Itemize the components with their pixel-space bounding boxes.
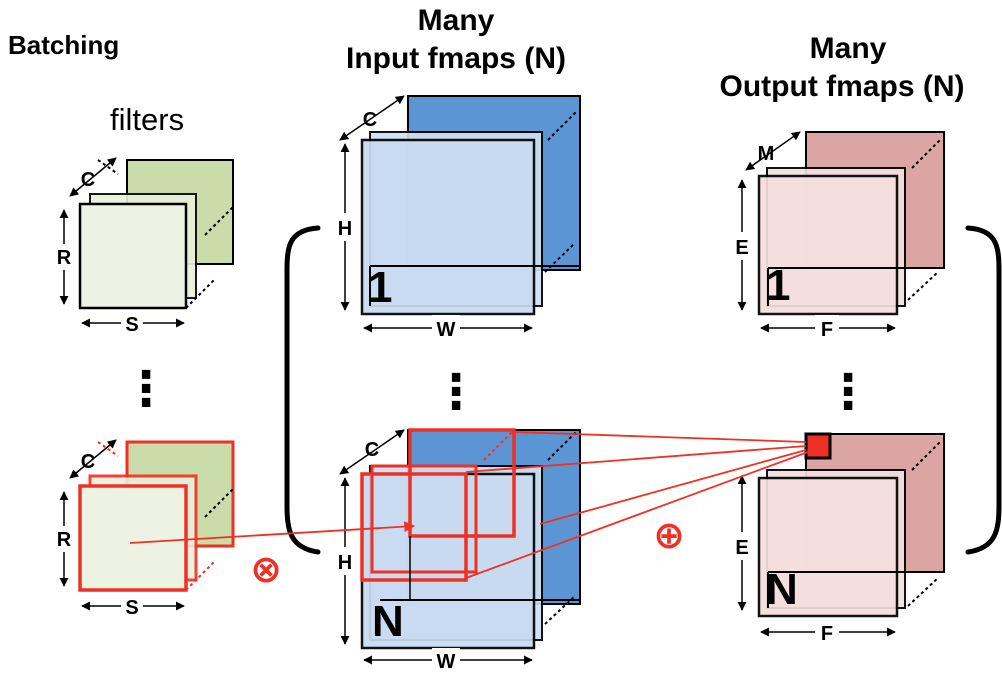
multiply-operator: ⊗: [250, 549, 282, 591]
input-c-arrow: [339, 95, 405, 141]
output-e-label-n: E: [735, 537, 748, 559]
output-e-label: E: [735, 237, 748, 259]
output-ellipsis: ⋮: [824, 366, 872, 419]
accumulate-operator: ⊕: [653, 515, 685, 557]
window-bottom-to-output: [465, 451, 809, 579]
input-ellipsis: ⋮: [432, 366, 480, 419]
output-fmap-stack-first: M E F 1: [730, 131, 945, 341]
window-top-to-output: [513, 431, 807, 443]
filter-front-plane: [78, 202, 188, 310]
input-fmap-stack-last: C H W N: [333, 428, 581, 674]
output-m-arrow: [745, 131, 801, 171]
input-window-back: [408, 428, 516, 538]
filters-label: filters: [110, 102, 184, 137]
input-back-to-output: [539, 449, 807, 525]
input-h-label: H: [338, 218, 352, 240]
filter-c-arrow-2: [69, 439, 117, 479]
batching-title: Batching: [8, 30, 119, 60]
input-w-label: W: [437, 319, 456, 341]
filter-r-label: R: [57, 247, 72, 269]
input-fmap-stack-first: C H W 1: [333, 95, 581, 341]
output-bracket: [965, 225, 1002, 555]
window-mid-to-output: [465, 445, 807, 473]
input-bracket: [284, 225, 321, 555]
input-index-last: N: [372, 597, 404, 646]
input-index-first: 1: [368, 263, 392, 312]
output-m-label: M: [758, 143, 775, 165]
input-front-plane: [360, 138, 536, 316]
filter-r-label-2: R: [57, 529, 72, 551]
input-window-front: [360, 472, 468, 582]
filter-c-label-2: C: [81, 451, 95, 473]
output-title-line1: Many: [810, 32, 887, 65]
output-highlight-pixel: [804, 432, 832, 460]
input-c-label: C: [363, 109, 377, 131]
output-front-plane: [757, 174, 899, 316]
input-c-label-n: C: [365, 439, 379, 461]
input-c-arrow-n: [339, 429, 405, 475]
output-f-label-n: F: [821, 623, 833, 645]
output-index-last: N: [766, 565, 798, 614]
filter-s-label-2: S: [125, 597, 138, 619]
input-h-label-n: H: [338, 552, 352, 574]
filter-to-input-arrow: [129, 521, 416, 544]
filter-s-label: S: [125, 314, 138, 336]
input-window-mid: [370, 464, 478, 574]
output-fmap-stack-last: E F N: [730, 432, 945, 645]
filter-front-plane-highlighted: [78, 484, 188, 592]
filter-stack-bottom: C R S: [53, 439, 235, 619]
filter-c-arrow: [69, 157, 117, 197]
filter-c-label: C: [81, 169, 95, 191]
output-front-plane-n: [757, 476, 899, 618]
input-w-label-n: W: [437, 651, 456, 673]
output-title-line2: Output fmaps (N): [720, 70, 965, 103]
output-index-first: 1: [766, 261, 790, 310]
input-title-line2: Input fmaps (N): [346, 42, 566, 75]
connection-lines: [129, 431, 809, 579]
input-front-plane-n: [360, 472, 536, 650]
filter-stack-top: C R S: [53, 157, 234, 336]
output-f-label: F: [821, 319, 833, 341]
filter-ellipsis: ⋮: [122, 363, 170, 416]
input-title-line1: Many: [418, 4, 495, 37]
